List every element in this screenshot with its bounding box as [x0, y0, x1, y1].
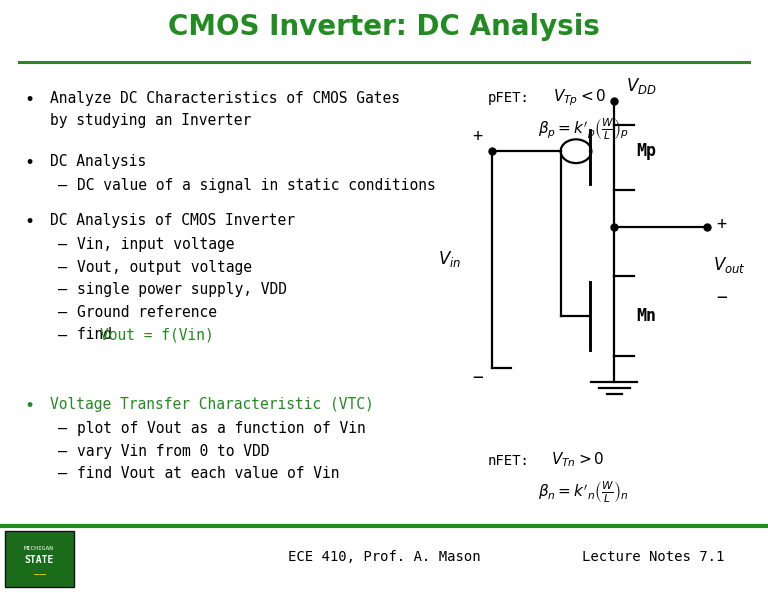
Text: Vout, output voltage: Vout, output voltage [77, 260, 252, 275]
Text: plot of Vout as a function of Vin: plot of Vout as a function of Vin [77, 421, 366, 436]
Text: –: – [58, 282, 67, 297]
Text: CMOS Inverter: DC Analysis: CMOS Inverter: DC Analysis [168, 12, 600, 41]
Text: $V_{out}$: $V_{out}$ [713, 256, 746, 275]
Text: •: • [25, 154, 35, 172]
Text: •: • [25, 213, 35, 231]
Text: MICHIGAN: MICHIGAN [24, 546, 55, 551]
Text: Mn: Mn [636, 307, 656, 325]
Text: Vout = f(Vin): Vout = f(Vin) [100, 327, 214, 342]
Text: $V_{Tp} < 0$: $V_{Tp} < 0$ [553, 88, 607, 109]
Text: DC Analysis: DC Analysis [50, 154, 146, 169]
Text: Ground reference: Ground reference [77, 305, 217, 320]
Text: Voltage Transfer Characteristic (VTC): Voltage Transfer Characteristic (VTC) [50, 397, 374, 412]
Text: −: − [472, 369, 483, 387]
Text: by studying an Inverter: by studying an Inverter [50, 113, 251, 128]
Text: Analyze DC Characteristics of CMOS Gates: Analyze DC Characteristics of CMOS Gates [50, 91, 400, 106]
Text: STATE: STATE [25, 556, 54, 565]
Text: find Vout at each value of Vin: find Vout at each value of Vin [77, 466, 339, 481]
FancyBboxPatch shape [5, 531, 74, 587]
Text: –: – [58, 444, 67, 458]
Text: –: – [58, 466, 67, 481]
Text: $V_{DD}$: $V_{DD}$ [626, 76, 657, 96]
Text: ━━━━: ━━━━ [33, 573, 45, 578]
Text: +: + [472, 127, 483, 145]
Text: –: – [58, 305, 67, 320]
Text: ECE 410, Prof. A. Mason: ECE 410, Prof. A. Mason [288, 550, 480, 565]
Text: −: − [716, 289, 727, 307]
Text: –: – [58, 327, 67, 342]
Text: •: • [25, 397, 35, 415]
Text: –: – [58, 421, 67, 436]
Text: pFET:: pFET: [488, 91, 530, 105]
Text: +: + [716, 215, 726, 233]
Text: –: – [58, 178, 67, 193]
Text: single power supply, VDD: single power supply, VDD [77, 282, 286, 297]
Text: $\beta_n = k'_n\left(\frac{W}{L}\right)_n$: $\beta_n = k'_n\left(\frac{W}{L}\right)_… [538, 479, 628, 505]
Text: Lecture Notes 7.1: Lecture Notes 7.1 [581, 550, 724, 565]
Text: –: – [58, 237, 67, 252]
Text: •: • [25, 91, 35, 109]
Text: nFET:: nFET: [488, 454, 530, 468]
Text: $V_{in}$: $V_{in}$ [438, 250, 461, 269]
Text: DC Analysis of CMOS Inverter: DC Analysis of CMOS Inverter [50, 213, 295, 228]
Text: find: find [77, 327, 121, 342]
Text: –: – [58, 260, 67, 275]
Text: vary Vin from 0 to VDD: vary Vin from 0 to VDD [77, 444, 270, 458]
Text: Mp: Mp [636, 142, 656, 160]
Text: DC value of a signal in static conditions: DC value of a signal in static condition… [77, 178, 435, 193]
Text: $V_{Tn} > 0$: $V_{Tn} > 0$ [551, 451, 605, 470]
Text: $\beta_p = k'_p\left(\frac{W}{L}\right)_p$: $\beta_p = k'_p\left(\frac{W}{L}\right)_… [538, 116, 628, 142]
Text: Vin, input voltage: Vin, input voltage [77, 237, 234, 252]
